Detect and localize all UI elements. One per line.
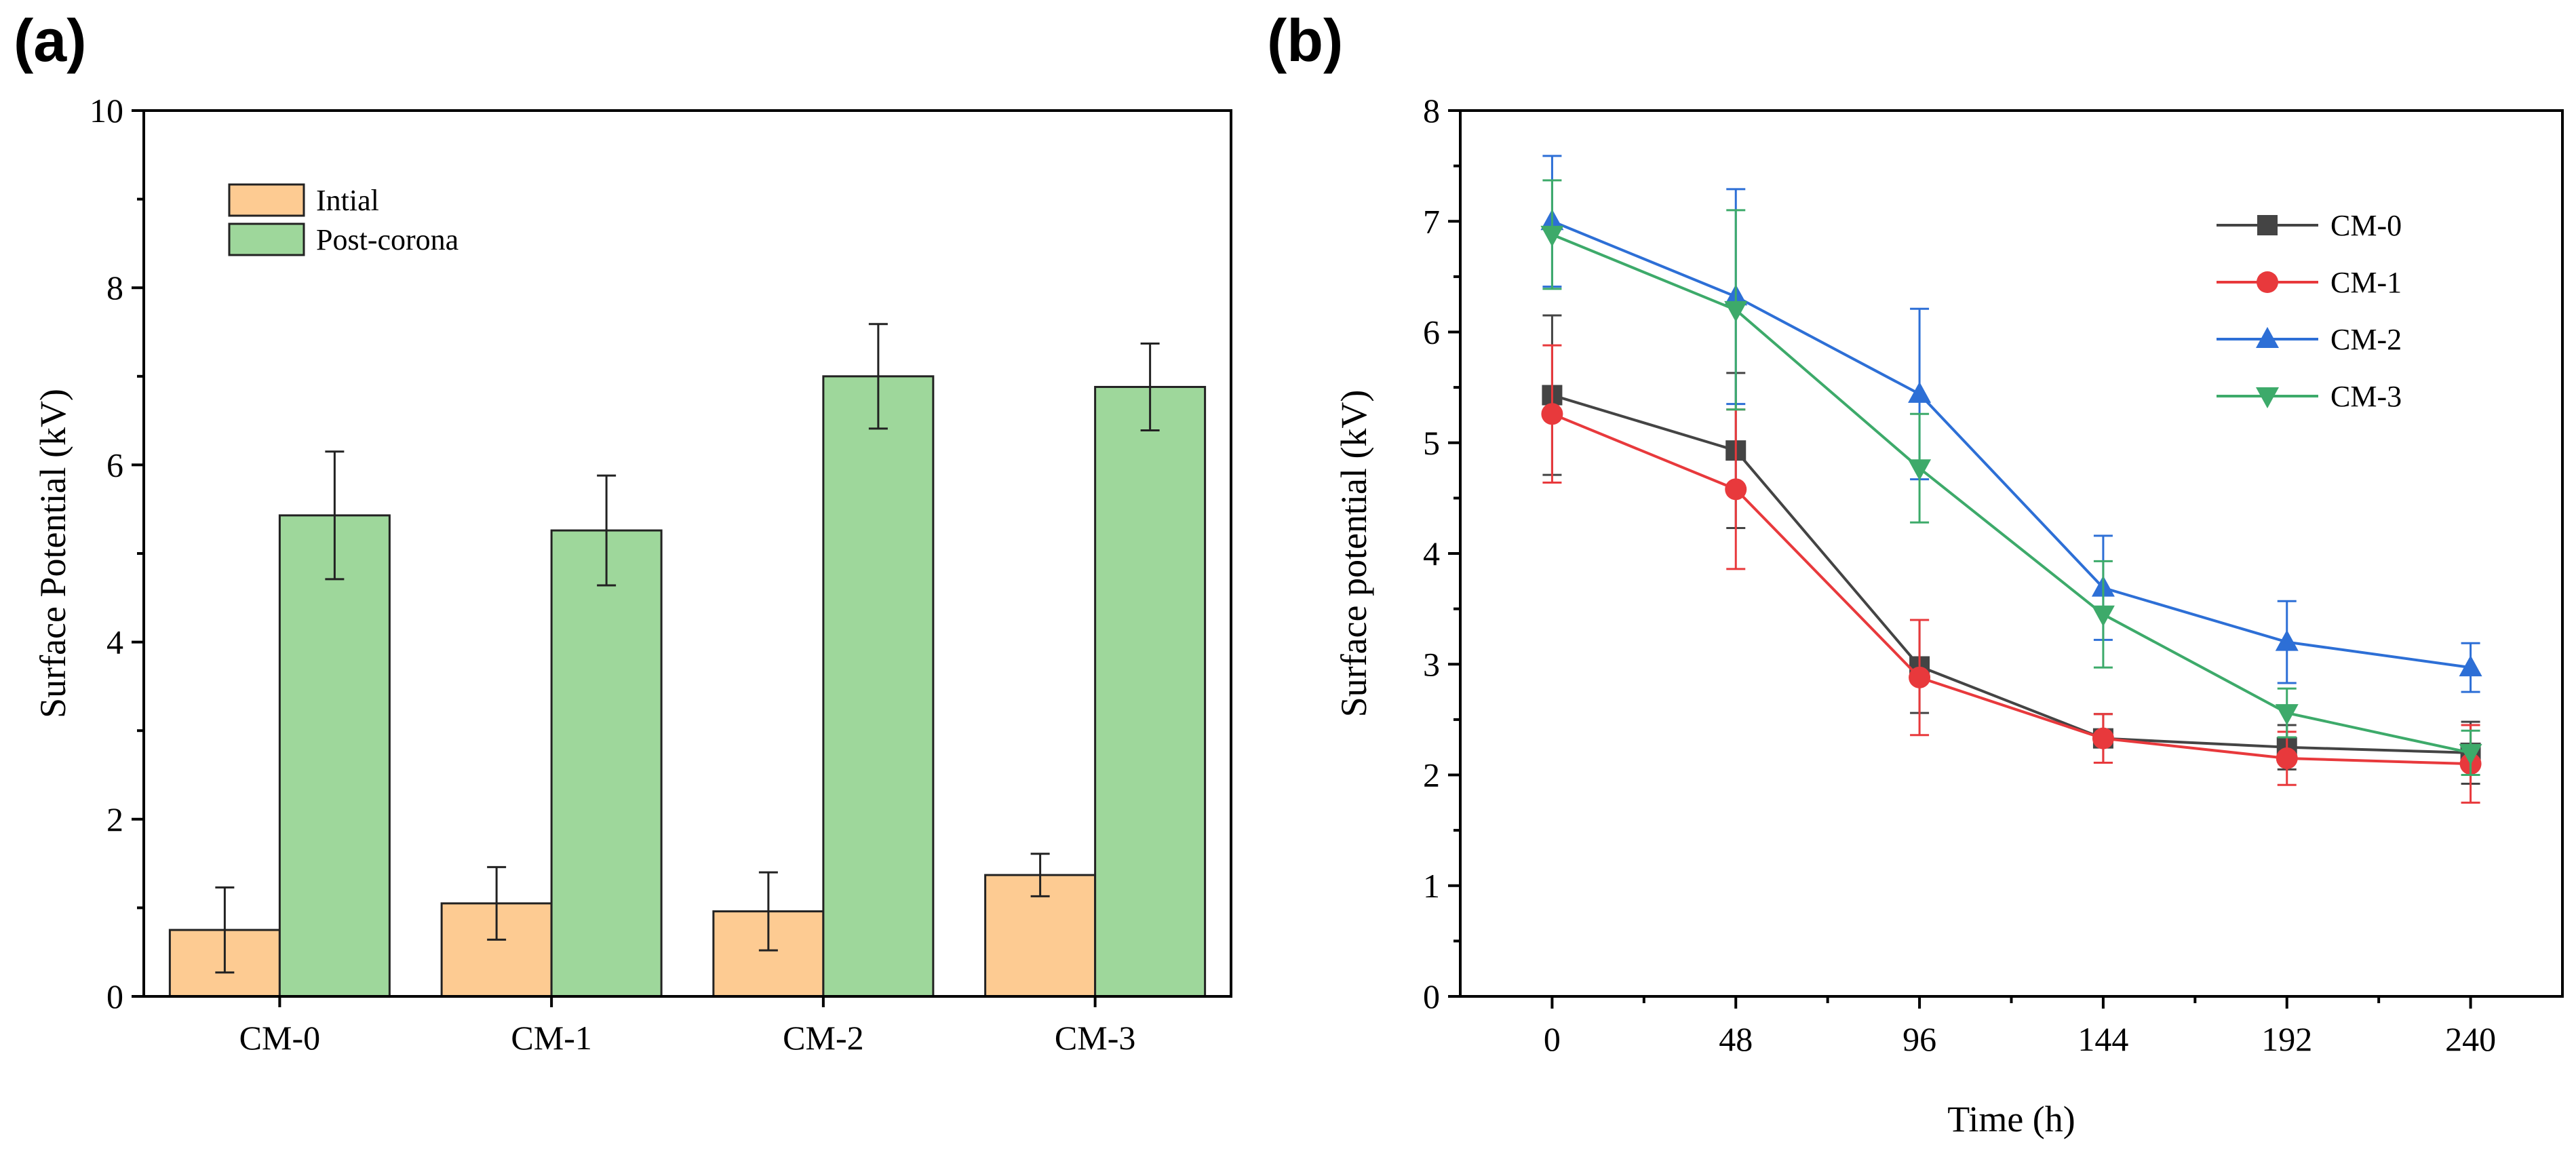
y-tick-label: 5 xyxy=(1423,424,1440,462)
data-point xyxy=(1540,225,1564,247)
bar-post-corona-cm-1 xyxy=(550,529,663,998)
y-tick-label: 3 xyxy=(1423,645,1440,683)
y-tick-label: 6 xyxy=(106,446,123,484)
data-point xyxy=(1725,478,1747,501)
legend-label: CM-3 xyxy=(2330,380,2402,413)
y-axis-title: Surface potential (kV) xyxy=(1333,390,1374,718)
series-line xyxy=(1551,412,2471,766)
series-cm-1 xyxy=(1541,344,2482,804)
data-point xyxy=(2459,655,2482,677)
legend-marker xyxy=(2256,327,2279,348)
y-tick-label: 7 xyxy=(1423,202,1440,240)
data-point xyxy=(2459,743,2482,765)
x-tick-label: 144 xyxy=(2077,1020,2128,1058)
y-tick-label: 2 xyxy=(106,800,123,838)
data-point xyxy=(1724,300,1748,322)
data-point xyxy=(1541,403,1563,425)
x-axis-title: Time (h) xyxy=(1947,1099,2075,1140)
data-point xyxy=(1908,381,1932,403)
x-tick-label: 0 xyxy=(1544,1020,1561,1058)
y-tick-label: 0 xyxy=(1423,977,1440,1015)
y-tick-label: 4 xyxy=(1423,534,1440,572)
x-tick-label: 240 xyxy=(2445,1020,2496,1058)
bar-chart: CM-0 CM-1 CM-2 CM-3 0 2 4 6 8 10 Surface Potential… xyxy=(33,92,1232,1057)
y-tick-label: 8 xyxy=(1423,92,1440,130)
data-point xyxy=(2092,727,2114,749)
data-point xyxy=(1908,459,1932,481)
x-tick-label: 96 xyxy=(1902,1020,1936,1058)
bar-post-corona-cm-0 xyxy=(278,514,391,998)
x-tick-label: CM-3 xyxy=(1055,1019,1135,1057)
legend-label: CM-1 xyxy=(2330,266,2402,299)
y-axis-title: Surface Potential (kV) xyxy=(33,389,73,718)
series-line xyxy=(1551,220,2471,669)
panel-a-label: (a) xyxy=(14,7,87,74)
plot-frame xyxy=(1459,109,2564,998)
legend-swatch xyxy=(228,183,305,217)
y-tick-label: 6 xyxy=(1423,313,1440,351)
bar-post-corona-cm-2 xyxy=(822,375,935,998)
data-point xyxy=(2091,605,2115,627)
legend-marker xyxy=(2257,271,2278,293)
data-point xyxy=(2276,747,2298,770)
y-tick-label: 2 xyxy=(1423,756,1440,794)
y-tick-label: 8 xyxy=(106,269,123,307)
legend-marker xyxy=(2257,215,2278,235)
data-point xyxy=(2275,629,2299,651)
legend-label: CM-0 xyxy=(2330,209,2402,242)
series-line xyxy=(1551,393,2471,754)
x-tick-label: 48 xyxy=(1719,1020,1753,1058)
x-tick-label: CM-1 xyxy=(511,1019,591,1057)
x-tick-label: CM-2 xyxy=(783,1019,863,1057)
data-point xyxy=(1909,666,1931,688)
bar-post-corona-cm-3 xyxy=(1094,385,1207,998)
y-tick-label: 10 xyxy=(90,92,123,130)
x-tick-label: CM-0 xyxy=(239,1019,320,1057)
data-point xyxy=(2275,704,2299,726)
y-tick-label: 1 xyxy=(1423,867,1440,905)
legend-swatch xyxy=(228,222,305,256)
legend-label: Intial xyxy=(316,184,379,217)
y-tick-label: 4 xyxy=(106,623,123,661)
legend-marker xyxy=(2256,387,2279,408)
line-chart: 0 1 2 3 4 5 6 7 8 0 48 96 144 192 240 Time (h) Surface p… xyxy=(1333,92,2564,1140)
legend-label: Post-corona xyxy=(316,223,458,256)
series-cm-3 xyxy=(1540,179,2482,776)
y-tick-label: 0 xyxy=(106,977,123,1015)
legend-label: CM-2 xyxy=(2330,323,2402,356)
x-tick-label: 192 xyxy=(2261,1020,2312,1058)
series-line xyxy=(1551,233,2472,754)
panel-b-label: (b) xyxy=(1267,7,1343,74)
